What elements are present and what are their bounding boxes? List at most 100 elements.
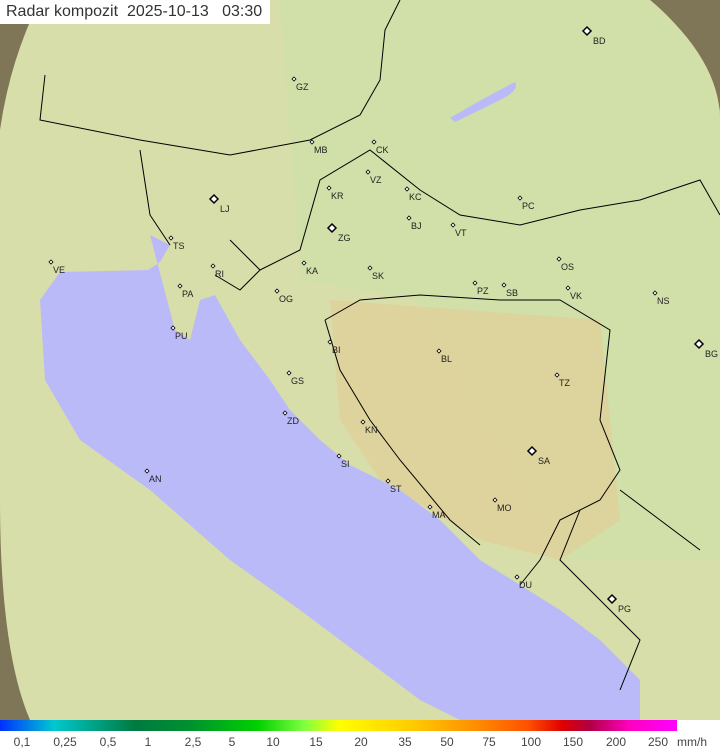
city-label: SI	[341, 459, 350, 469]
lake-balaton	[450, 82, 516, 122]
city-marker-icon	[291, 76, 297, 82]
city-marker-icon	[168, 235, 174, 241]
city-marker-icon	[427, 504, 433, 510]
city-label: BI	[332, 345, 341, 355]
city-label: KR	[331, 191, 344, 201]
city-marker-icon	[365, 169, 371, 175]
city-marker-icon	[282, 410, 288, 416]
city-label: PA	[182, 289, 193, 299]
city-label: VZ	[370, 175, 382, 185]
city-label: RI	[215, 269, 224, 279]
legend-tick: 150	[562, 735, 584, 749]
precipitation-color-scale	[0, 720, 677, 731]
legend-tick: 15	[309, 735, 323, 749]
city-label: TZ	[559, 378, 570, 388]
city-marker-icon	[208, 193, 220, 205]
city-label: SK	[372, 271, 384, 281]
city-marker-icon	[406, 215, 412, 221]
legend-tick: 50	[440, 735, 454, 749]
legend-tick: 1	[144, 735, 152, 749]
city-marker-icon	[385, 478, 391, 484]
city-marker-icon	[450, 222, 456, 228]
city-label: OG	[279, 294, 293, 304]
city-marker-icon	[565, 285, 571, 291]
city-label: MA	[432, 510, 446, 520]
dinaric-mountains	[330, 300, 620, 560]
city-label: GS	[291, 376, 304, 386]
city-label: ST	[390, 484, 402, 494]
city-marker-icon	[436, 348, 442, 354]
legend-tick: 2,5	[184, 735, 202, 749]
legend-tick: 5	[228, 735, 236, 749]
city-label: VK	[570, 291, 582, 301]
city-label: NS	[657, 296, 670, 306]
city-marker-icon	[371, 139, 377, 145]
city-marker-icon	[693, 338, 705, 350]
city-marker-icon	[336, 453, 342, 459]
city-label: BG	[705, 349, 718, 359]
city-label: PZ	[477, 286, 489, 296]
radar-map: GZ BD MB CK VZ KR KC PC LJ BJ VT ZG TS VE OS KA SK RI PZ SB…	[0, 0, 720, 720]
adriatic-sea	[40, 235, 640, 720]
legend-labels: 0,1 0,25 0,5 1 2,5 5 10 15 20 35 50 75 100 150 200 250 m…	[0, 735, 720, 751]
legend-unit: mm/h	[677, 735, 707, 749]
legend-tick: 35	[398, 735, 412, 749]
city-label: SA	[538, 456, 550, 466]
city-label: LJ	[220, 204, 230, 214]
map-title: Radar kompozit 2025-10-13 03:30	[0, 0, 271, 24]
city-label: KA	[306, 266, 318, 276]
city-marker-icon	[526, 445, 538, 457]
city-label: BD	[593, 36, 606, 46]
legend-tick: 10	[266, 735, 280, 749]
legend-tick: 200	[605, 735, 627, 749]
city-marker-icon	[492, 497, 498, 503]
city-label: BL	[441, 354, 452, 364]
city-label: BJ	[411, 221, 422, 231]
city-marker-icon	[170, 325, 176, 331]
city-marker-icon	[48, 259, 54, 265]
city-label: PC	[522, 201, 535, 211]
city-marker-icon	[360, 419, 366, 425]
city-label: ZG	[338, 233, 351, 243]
city-marker-icon	[177, 283, 183, 289]
city-markers: GZ BD MB CK VZ KR KC PC LJ BJ VT ZG TS VE OS KA SK RI PZ SB…	[48, 25, 718, 614]
city-label: PU	[175, 331, 188, 341]
city-label: VE	[53, 265, 65, 275]
city-marker-icon	[404, 186, 410, 192]
country-borders	[39, 0, 720, 691]
city-marker-icon	[554, 372, 560, 378]
city-label: TS	[173, 241, 185, 251]
city-marker-icon	[501, 282, 507, 288]
city-label: MO	[497, 503, 512, 513]
city-label: DU	[519, 580, 532, 590]
legend-tick: 0,5	[99, 735, 117, 749]
city-label: KC	[409, 192, 422, 202]
city-label: KN	[365, 425, 378, 435]
city-label: SB	[506, 288, 518, 298]
legend-tick: 20	[354, 735, 368, 749]
city-marker-icon	[326, 185, 332, 191]
city-label: ZD	[287, 416, 299, 426]
city-label: GZ	[296, 82, 309, 92]
city-marker-icon	[367, 265, 373, 271]
city-marker-icon	[210, 263, 216, 269]
city-marker-icon	[274, 288, 280, 294]
city-marker-icon	[556, 256, 562, 262]
legend-tick: 0,25	[53, 735, 77, 749]
city-marker-icon	[286, 370, 292, 376]
legend-tick: 75	[482, 735, 496, 749]
city-marker-icon	[472, 280, 478, 286]
city-marker-icon	[309, 139, 315, 145]
city-marker-icon	[326, 222, 338, 234]
city-marker-icon	[652, 290, 658, 296]
city-marker-icon	[144, 468, 150, 474]
city-marker-icon	[514, 574, 520, 580]
city-label: VT	[455, 228, 467, 238]
legend-tick: 100	[520, 735, 542, 749]
city-label: MB	[314, 145, 328, 155]
legend-tick: 0,1	[13, 735, 31, 749]
city-marker-icon	[606, 593, 618, 605]
city-marker-icon	[327, 339, 333, 345]
city-marker-icon	[517, 195, 523, 201]
